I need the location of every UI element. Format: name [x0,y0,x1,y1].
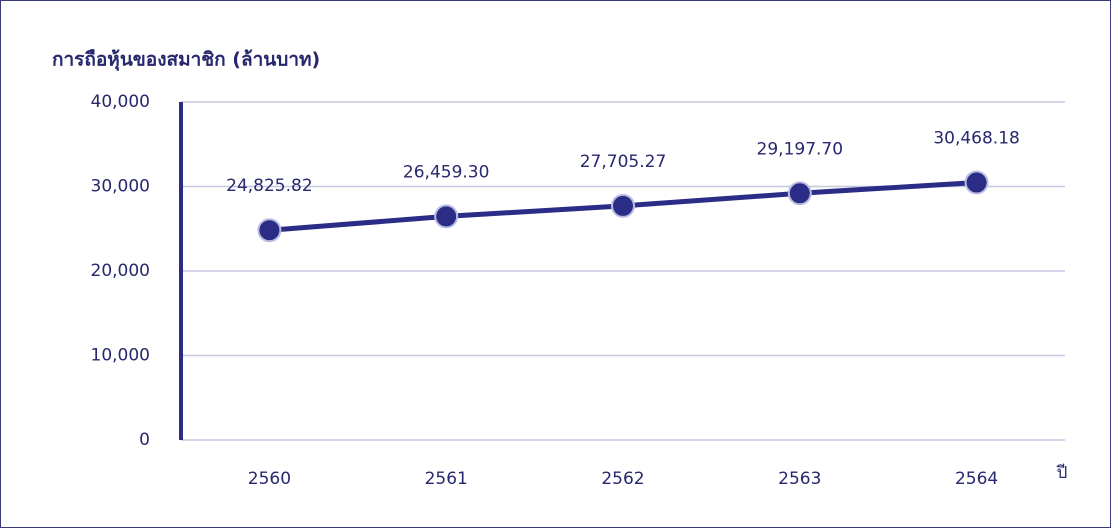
x-axis-title: ปี [1056,463,1068,483]
data-point [787,181,812,206]
y-tick-label: 10,000 [91,346,150,366]
data-label: 30,468.18 [933,129,1020,149]
x-tick-label: 2560 [248,469,291,489]
data-label: 29,197.70 [757,139,844,159]
data-point [611,193,635,218]
data-point [434,204,459,229]
y-tick-label: 20,000 [91,261,150,281]
y-tick-label: 40,000 [91,92,150,112]
y-axis-title: การถือหุ้นของสมาชิก (ล้านบาท) [52,49,320,72]
data-point [257,218,282,243]
x-tick-label: 2562 [601,469,644,489]
x-tick-label: 2563 [778,469,821,489]
data-label: 26,459.30 [403,162,490,182]
x-tick-label: 2561 [425,469,468,489]
data-label: 24,825.82 [226,176,313,196]
data-label: 27,705.27 [580,152,667,172]
y-tick-label: 0 [139,430,150,450]
y-tick-label: 30,000 [91,177,150,197]
x-tick-label: 2564 [955,469,998,489]
data-point [964,170,989,195]
